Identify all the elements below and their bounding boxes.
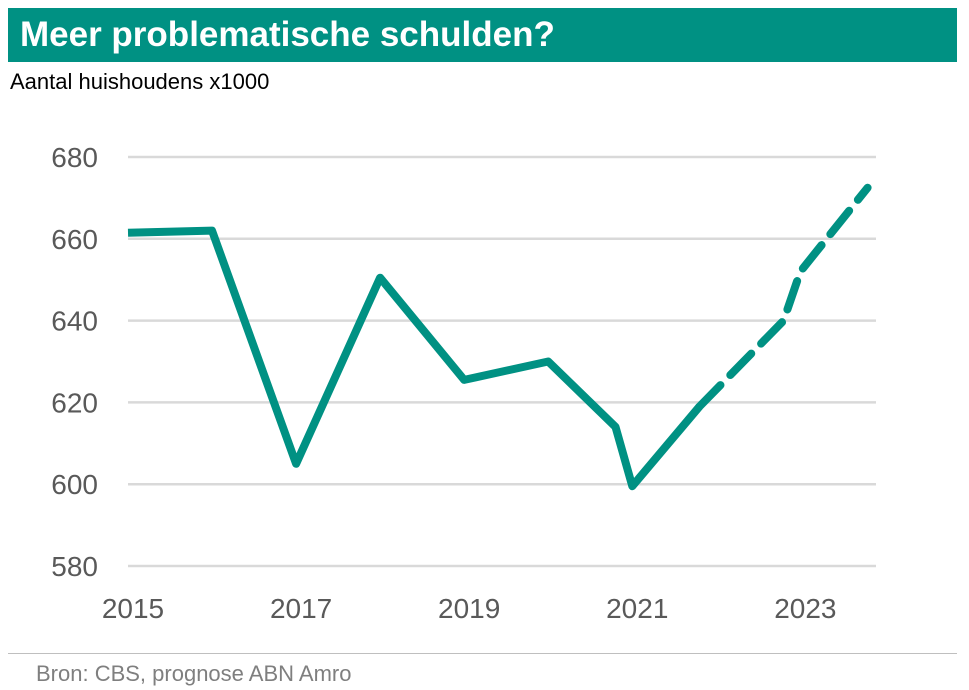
x-tick-label: 2019 — [438, 593, 500, 624]
source-note: Bron: CBS, prognose ABN Amro — [36, 661, 352, 686]
y-tick-label: 640 — [51, 306, 98, 337]
grid-lines — [128, 155, 876, 568]
y-axis-ticks: 580 600 620 640 660 680 — [51, 142, 98, 582]
forecast-line — [695, 183, 872, 411]
y-tick-label: 680 — [51, 142, 98, 173]
actual-line — [127, 226, 703, 491]
x-tick-label: 2023 — [774, 593, 836, 624]
x-axis-ticks: 2015 2017 2019 2021 2023 — [102, 593, 837, 624]
y-tick-label: 660 — [51, 224, 98, 255]
y-tick-label: 620 — [51, 387, 98, 418]
series-lines — [127, 183, 872, 491]
x-tick-label: 2015 — [102, 593, 164, 624]
x-tick-label: 2021 — [606, 593, 668, 624]
x-tick-label: 2017 — [270, 593, 332, 624]
y-tick-label: 580 — [51, 551, 98, 582]
chart-subtitle: Aantal huishoudens x1000 — [10, 69, 270, 94]
line-chart: 580 600 620 640 660 680 2015 2017 2019 2021 2023 — [51, 142, 876, 624]
title-bar: Meer problematische schulden? — [8, 8, 957, 62]
source-divider — [8, 653, 957, 654]
chart-title: Meer problematische schulden? — [20, 15, 555, 54]
y-tick-label: 600 — [51, 469, 98, 500]
